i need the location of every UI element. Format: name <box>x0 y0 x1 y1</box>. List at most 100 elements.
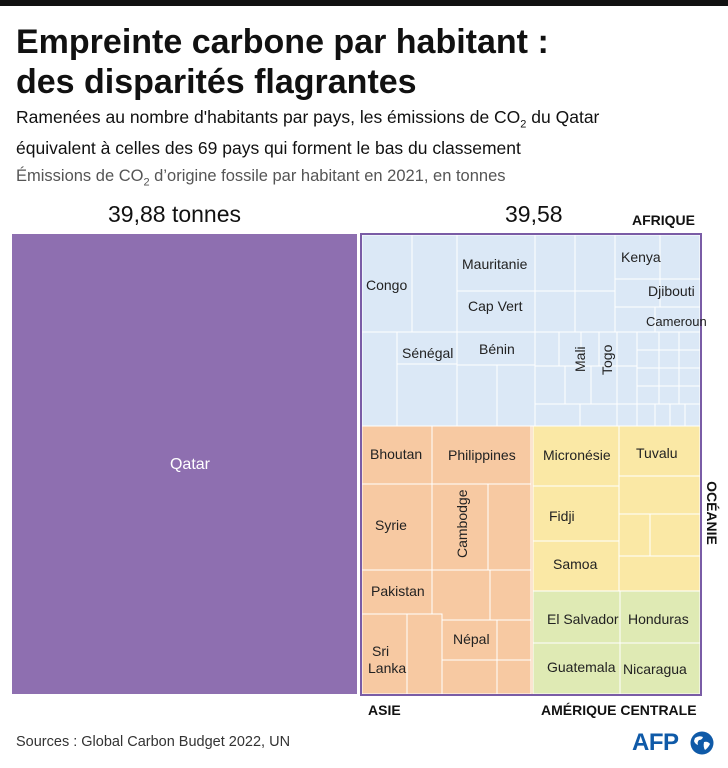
treemap-cell-afrique <box>616 403 638 427</box>
treemap-cell-afrique <box>564 365 592 405</box>
caption-sub: 2 <box>143 176 150 189</box>
treemap-cell-oceanie <box>649 513 701 557</box>
treemap-cell-asie <box>431 483 489 571</box>
treemap-label-cap-vert: Cap Vert <box>468 298 523 314</box>
treemap-cell-afrique <box>361 234 413 333</box>
subtitle-line-1a: Ramenées au nombre d'habitants par pays,… <box>16 107 521 127</box>
treemap-cell-asie <box>441 659 498 695</box>
chart-caption: Émissions de CO2 d’origine fossile par h… <box>16 165 506 193</box>
region-label-asie: ASIE <box>368 702 401 718</box>
treemap-cell-afrique <box>534 403 581 427</box>
treemap-cell-oceanie <box>532 485 620 542</box>
treemap-cell-afrique <box>534 365 566 405</box>
treemap-cell-asie <box>489 569 532 621</box>
subtitle-line-1b: du Qatar <box>526 107 600 127</box>
treemap-cell-afrique <box>658 367 680 387</box>
treemap-label-fidji: Fidji <box>549 508 575 524</box>
treemap-cell-afrique <box>678 385 701 405</box>
treemap-cell-afrique <box>684 403 701 427</box>
treemap-label-micron-sie: Micronésie <box>543 447 611 463</box>
globe-icon <box>690 731 714 755</box>
qatar-total-label: 39,88 tonnes <box>108 201 242 227</box>
treemap-label-mali: Mali <box>572 346 588 372</box>
treemap-cell-afrique <box>534 234 576 292</box>
treemap-label-togo: Togo <box>599 344 615 375</box>
treemap-cell-afrique <box>658 385 680 405</box>
treemap-label-tuvalu: Tuvalu <box>636 445 678 461</box>
treemap-label-sri-lanka-line2: Lanka <box>368 660 406 676</box>
treemap-cell-asie <box>496 619 532 661</box>
treemap-label-honduras: Honduras <box>628 611 689 627</box>
region-label-oceanie: OCÉANIE <box>704 481 720 545</box>
treemap-cell-oceanie <box>618 425 701 477</box>
treemap-label-congo: Congo <box>366 277 407 293</box>
treemap-cell-oceanie <box>618 475 701 515</box>
treemap-cell-afrique <box>659 234 701 280</box>
afp-logo-text: AFP <box>632 729 679 756</box>
title-line-2: des disparités flagrantes <box>16 63 417 101</box>
treemap-cell-amerique <box>532 590 621 644</box>
treemap-cell-afrique <box>534 331 560 367</box>
sources-text: Sources : Global Carbon Budget 2022, UN <box>16 734 291 750</box>
treemap-cell-afrique <box>636 349 660 369</box>
top-bar <box>0 0 728 6</box>
treemap-label-djibouti: Djibouti <box>648 283 695 299</box>
treemap-cell-afrique <box>574 234 616 292</box>
treemap-cell-afrique <box>658 331 680 351</box>
treemap-cell-afrique <box>534 290 576 333</box>
treemap-label-el-salvador: El Salvador <box>547 611 619 627</box>
treemap-cell-afrique <box>636 331 660 351</box>
treemap-label-kenya: Kenya <box>621 249 661 265</box>
treemap-label-cambodge: Cambodge <box>454 489 470 558</box>
treemap-label-mauritanie: Mauritanie <box>462 256 528 272</box>
treemap-label-samoa: Samoa <box>553 556 598 572</box>
treemap-cell-afrique <box>456 290 536 333</box>
treemap-label-guatemala: Guatemala <box>547 659 616 675</box>
treemap-cell-afrique <box>614 234 661 280</box>
treemap-label-sri-lanka-line1: Sri <box>372 643 389 659</box>
treemap-cell-afrique <box>678 331 701 351</box>
treemap-label-bhoutan: Bhoutan <box>370 446 422 462</box>
treemap-cell-afrique <box>636 385 660 405</box>
treemap-cell-afrique <box>614 306 656 333</box>
region-label-amerique-centrale: AMÉRIQUE CENTRALE <box>541 702 697 718</box>
caption-b: d’origine fossile par habitant en 2021, … <box>149 167 506 185</box>
treemap-cell-afrique <box>411 234 458 333</box>
chart-title: Empreinte carbone par habitant : des dis… <box>16 22 716 102</box>
treemap-cell-afrique <box>678 367 701 387</box>
treemap-cell-oceanie <box>532 425 620 487</box>
treemap-label-n-pal: Népal <box>453 631 490 647</box>
treemap-cell-asie <box>406 613 443 695</box>
treemap-label-s-n-gal: Sénégal <box>402 345 453 361</box>
treemap-cell-amerique <box>619 642 701 695</box>
treemap-cell-afrique <box>616 331 638 367</box>
treemap-cell-afrique <box>636 367 660 387</box>
treemap-label-qatar: Qatar <box>170 456 211 473</box>
treemap-cell-afrique <box>396 363 458 427</box>
groups-frame <box>360 233 702 696</box>
region-label-afrique: AFRIQUE <box>632 212 695 228</box>
treemap-label-syrie: Syrie <box>375 517 407 533</box>
chart-subtitle: Ramenées au nombre d'habitants par pays,… <box>16 106 716 160</box>
treemap-cell-asie <box>496 659 532 695</box>
treemap-cell-afrique <box>654 403 671 427</box>
treemap-cell-asie <box>361 569 433 615</box>
caption-a: Émissions de CO <box>16 167 144 185</box>
treemap-cell-afrique <box>456 331 536 366</box>
treemap-label-nicaragua: Nicaragua <box>623 661 687 677</box>
treemap-cell-afrique <box>678 349 701 369</box>
treemap-label-pakistan: Pakistan <box>371 583 425 599</box>
treemap-cell-asie <box>487 483 532 571</box>
subtitle-sub: 2 <box>520 118 527 131</box>
treemap-cell-afrique <box>361 331 398 427</box>
treemap-cell-afrique <box>456 364 498 427</box>
treemap-cell-qatar <box>12 234 357 694</box>
treemap-cell-asie <box>431 425 532 485</box>
treemap-cell-afrique <box>579 403 618 427</box>
treemap-cell-oceanie <box>618 513 651 557</box>
title-line-1: Empreinte carbone par habitant : <box>16 23 549 61</box>
treemap-cell-afrique <box>658 349 680 369</box>
treemap-cell-afrique <box>616 365 638 405</box>
treemap-cell-afrique <box>590 365 618 405</box>
